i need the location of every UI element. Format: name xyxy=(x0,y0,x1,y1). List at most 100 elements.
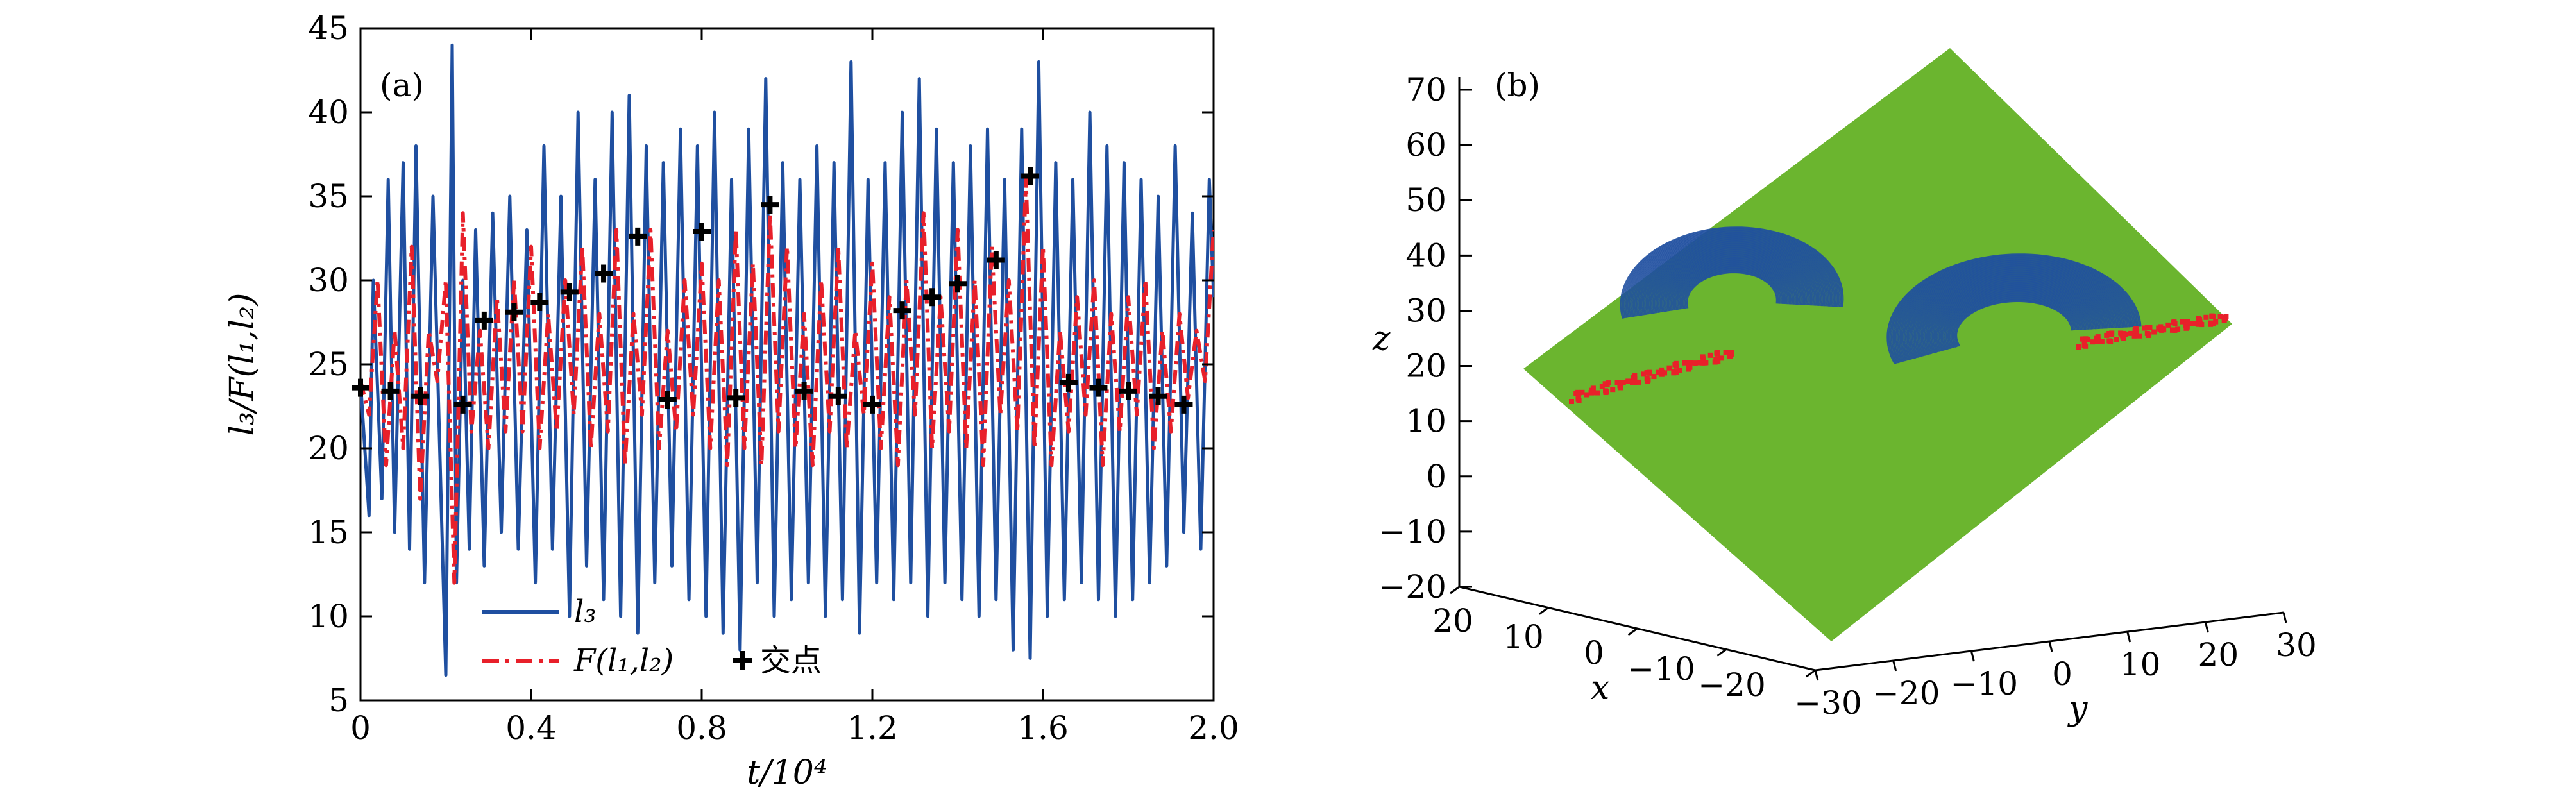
attractor-right-wing-orbit xyxy=(1926,280,2103,355)
section-point xyxy=(2208,320,2214,326)
attractor-left-wing-orbit xyxy=(1670,261,1793,311)
section-point xyxy=(2090,339,2096,345)
intersection-point xyxy=(949,275,967,293)
section-point xyxy=(1713,357,1719,362)
section-point xyxy=(1686,362,1691,368)
y-tick-label: 5 xyxy=(328,682,349,719)
section-point xyxy=(2217,314,2223,319)
z-tick-label: −10 xyxy=(1378,513,1446,550)
intersection-point xyxy=(595,264,613,283)
attractor-right-wing-orbit xyxy=(1950,296,2078,348)
section-point xyxy=(2123,332,2129,337)
section-point xyxy=(1692,360,1698,366)
attractor-right-wing-orbit xyxy=(1915,273,2114,357)
attractor-right-wing-orbit xyxy=(1943,292,2085,350)
section-point xyxy=(1699,360,1705,366)
x-tick-label: 0.4 xyxy=(505,709,557,747)
section-point xyxy=(2171,319,2177,325)
panel-a-line-chart: 0 0.4 0.8 1.2 1.6 2.0 5 10 15 20 25 30 35 40 45 (a) t… xyxy=(223,10,1239,792)
attractor-right-wing-orbit xyxy=(1886,253,2142,365)
intersection-point xyxy=(1149,387,1167,405)
section-point xyxy=(2165,322,2171,328)
y3d-tick-label: 10 xyxy=(2120,646,2161,683)
intersection-point xyxy=(658,391,677,409)
section-point xyxy=(1620,380,1626,385)
x3d-tick-mark xyxy=(1538,607,1549,615)
attractor-right-wing-orbit xyxy=(1896,260,2132,362)
x-tick-label: 2.0 xyxy=(1188,709,1239,747)
attractor-right-wing-orbit xyxy=(1938,289,2090,351)
section-point xyxy=(1569,399,1574,404)
section-point xyxy=(1673,360,1679,366)
attractor-right-wing-orbit xyxy=(1917,275,2111,357)
section-point xyxy=(2137,333,2142,339)
z-tick-label: 60 xyxy=(1405,126,1446,164)
section-point xyxy=(1703,360,1709,366)
section-point xyxy=(1630,380,1636,385)
section-point xyxy=(1606,380,1611,386)
attractor-right-wing-orbit xyxy=(1899,262,2129,361)
section-point xyxy=(2221,314,2227,320)
section-point xyxy=(2128,330,2133,336)
legend-intersection-label: 交点 xyxy=(760,643,822,679)
attractor-right-wing-orbit xyxy=(1904,266,2124,360)
attractor-left-wing-orbit xyxy=(1657,252,1806,313)
y3d-tick-mark xyxy=(2048,641,2053,652)
attractor-right-wing-orbit xyxy=(1948,296,2080,349)
attractor-left-wing-orbit xyxy=(1634,236,1830,317)
section-point xyxy=(2203,314,2209,320)
attractor-left-wing-orbit xyxy=(1659,253,1804,313)
section-point xyxy=(2106,338,2112,344)
attractor-right-wing-orbit xyxy=(1923,278,2105,355)
intersection-point xyxy=(381,382,400,400)
section-point xyxy=(1636,379,1641,385)
x3d-tick-mark xyxy=(1716,648,1727,657)
attractor-left-wing-orbit xyxy=(1622,228,1842,319)
attractor-right-wing-orbit xyxy=(1934,286,2094,352)
panel-b-section-plane xyxy=(1523,48,2232,641)
attractor-left-wing-orbit xyxy=(1629,233,1835,317)
attractor-left-wing-orbit xyxy=(1643,242,1820,316)
section-point xyxy=(2095,334,2101,340)
attractor-left-wing-orbit xyxy=(1645,244,1818,315)
section-point xyxy=(1602,381,1608,387)
attractor-right-wing-orbit xyxy=(1933,285,2096,353)
attractor-right-wing-orbit xyxy=(1910,269,2118,359)
y-tick-label: 15 xyxy=(308,514,349,551)
attractor-left-wing-orbit xyxy=(1649,246,1815,314)
intersection-point xyxy=(1089,378,1108,397)
y-tick-label: 30 xyxy=(308,262,349,299)
section-point xyxy=(2170,327,2176,333)
attractor-right-wing-orbit xyxy=(1889,255,2139,364)
y-tick-label: 40 xyxy=(308,94,349,131)
attractor-right-wing-orbit xyxy=(1895,259,2133,362)
z-tick-label: −20 xyxy=(1378,568,1446,605)
panel-b-attractor-front xyxy=(1620,226,2142,365)
attractor-right-wing-orbit xyxy=(1890,256,2137,364)
attractor-left-wing-orbit xyxy=(1627,231,1837,318)
attractor-left-wing-orbit xyxy=(1672,262,1792,311)
x-tick-label: 1.2 xyxy=(847,709,898,747)
attractor-right-wing-orbit xyxy=(1908,267,2121,359)
attractor-right-wing-orbit xyxy=(1920,276,2108,356)
attractor-right-wing-orbit xyxy=(1922,277,2106,355)
y3d-tick-label: 0 xyxy=(2052,655,2072,693)
y-tick-label: 10 xyxy=(308,598,349,635)
attractor-right-wing-orbit xyxy=(1892,257,2136,363)
attractor-left-wing-orbit xyxy=(1654,249,1810,314)
section-point xyxy=(2209,313,2215,319)
section-point xyxy=(1610,387,1616,393)
y-tick-label: 20 xyxy=(308,430,349,467)
attractor-left-wing-orbit xyxy=(1638,239,1826,316)
attractor-left-wing-orbit xyxy=(1640,240,1824,316)
attractor-left-wing-orbit xyxy=(1682,269,1782,309)
section-point xyxy=(2147,325,2153,330)
intersection-point xyxy=(727,389,745,407)
section-point xyxy=(1715,350,1720,355)
intersection-point xyxy=(629,227,647,246)
attractor-right-wing-orbit xyxy=(1947,294,2081,349)
section-point xyxy=(1595,390,1600,396)
section-point xyxy=(2131,333,2137,339)
section-point xyxy=(2199,322,2205,328)
y3d-tick-mark xyxy=(2204,621,2209,633)
